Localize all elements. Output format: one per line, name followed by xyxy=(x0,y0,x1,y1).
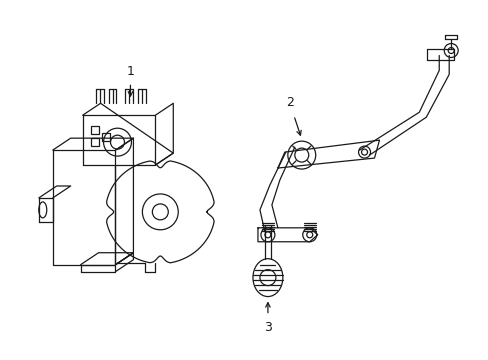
Bar xyxy=(102,133,109,141)
Bar xyxy=(90,126,99,134)
Text: 2: 2 xyxy=(285,96,293,109)
Text: 3: 3 xyxy=(264,321,271,334)
Text: 1: 1 xyxy=(126,66,134,78)
Bar xyxy=(90,138,99,146)
